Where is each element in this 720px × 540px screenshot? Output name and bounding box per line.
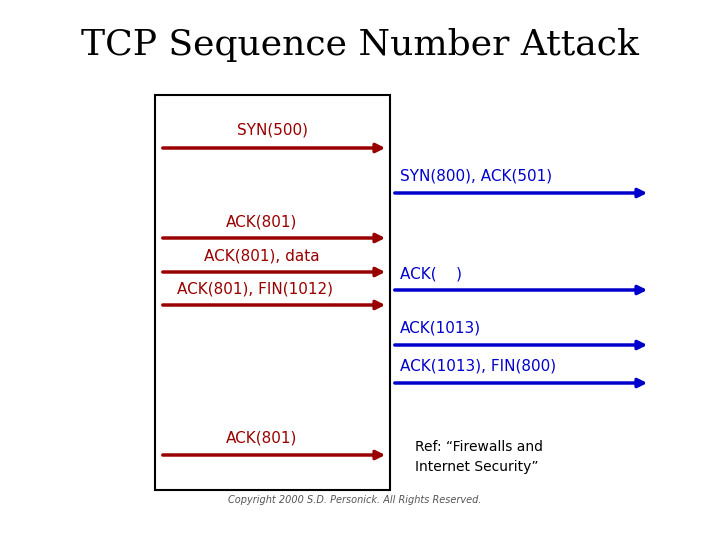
- Text: Ref: “Firewalls and: Ref: “Firewalls and: [415, 440, 543, 454]
- FancyArrowPatch shape: [163, 301, 382, 309]
- Text: ACK(801), FIN(1012): ACK(801), FIN(1012): [177, 281, 333, 296]
- FancyArrowPatch shape: [163, 268, 382, 275]
- Text: SYN(500): SYN(500): [236, 123, 307, 138]
- Text: ACK(1013): ACK(1013): [400, 321, 481, 335]
- Text: ACK(801), data: ACK(801), data: [204, 248, 320, 264]
- Text: ACK(801): ACK(801): [226, 214, 297, 230]
- Text: ACK(    ): ACK( ): [400, 267, 462, 281]
- FancyArrowPatch shape: [395, 286, 644, 294]
- Text: ACK(1013), FIN(800): ACK(1013), FIN(800): [400, 359, 556, 374]
- Bar: [155, 95, 390, 490]
- FancyArrowPatch shape: [163, 144, 382, 152]
- Text: SYN(800), ACK(501): SYN(800), ACK(501): [400, 168, 552, 184]
- FancyArrowPatch shape: [163, 234, 382, 241]
- FancyArrowPatch shape: [395, 341, 644, 349]
- FancyArrowPatch shape: [163, 451, 382, 458]
- Text: ACK(801): ACK(801): [226, 430, 297, 445]
- Text: Internet Security”: Internet Security”: [415, 460, 539, 474]
- Text: TCP Sequence Number Attack: TCP Sequence Number Attack: [81, 28, 639, 62]
- Text: Copyright 2000 S.D. Personick. All Rights Reserved.: Copyright 2000 S.D. Personick. All Right…: [228, 495, 482, 505]
- FancyArrowPatch shape: [395, 380, 644, 387]
- FancyArrowPatch shape: [395, 190, 644, 197]
